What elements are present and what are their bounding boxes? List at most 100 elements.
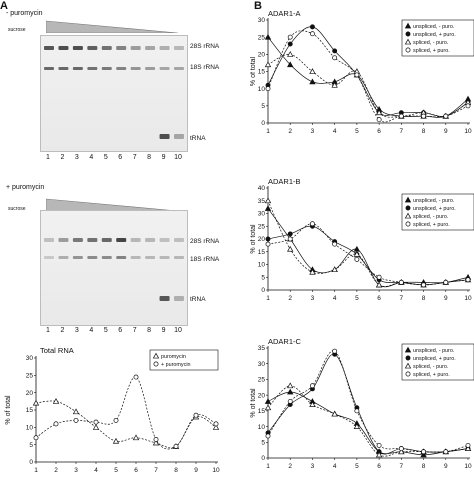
chart3-legend: unspliced, - puro. unspliced, + puro. spli… xyxy=(401,343,474,381)
chart2-ylabel: % of total xyxy=(250,224,257,254)
chart0-series-1-point-10 xyxy=(213,421,219,427)
gel2-svg-band-rRNA28-lane-2 xyxy=(58,238,69,242)
gel2-lanes-lane-1: 1 xyxy=(46,327,50,334)
chart2-series-2-point-6 xyxy=(375,281,383,288)
gel1-gradient-wedge xyxy=(46,20,178,33)
chart2-series-3-point-2 xyxy=(287,236,293,242)
chart3-series-2-point-4 xyxy=(331,410,338,417)
gel1-bands xyxy=(44,46,184,139)
chart1-series-3-point-9 xyxy=(443,113,449,119)
gel2-lanes-lane-5: 5 xyxy=(103,327,108,334)
gel1-condition: - puromycin xyxy=(6,10,43,17)
gel2-svg-band-rRNA18-lane-3 xyxy=(72,256,83,259)
gel1-label-18s: 18S rRNA xyxy=(190,64,220,71)
chart-adar1-a: ADAR1-A 0 5 10 15 20 25 30 % of total 1 2 3 4 5 6 7 8 9 10… xyxy=(250,9,474,135)
chart3-xtick-label-8: 8 xyxy=(422,463,426,470)
chart2-legend-label-1: unspliced, + puro. xyxy=(413,206,456,212)
chart1-series-1-point-2 xyxy=(287,41,293,47)
chart2-xtick-label-8: 8 xyxy=(422,295,426,302)
gel1-svg-band-rRNA28-lane-2 xyxy=(58,46,69,50)
chart3-legend-label-2: spliced, - puro. xyxy=(413,364,448,370)
chart0-xtick-label-1: 1 xyxy=(34,467,38,474)
panel-a-label: A xyxy=(0,0,8,12)
chart1-xtick-label-5: 5 xyxy=(355,128,359,135)
chart1-legend-label-2: spliced, - puro. xyxy=(413,40,448,46)
gel2-lanes-lane-9: 9 xyxy=(161,327,166,334)
chart0-legend-label-1: + puromycin xyxy=(161,362,191,368)
gel1-lanes-lane-5: 5 xyxy=(103,154,108,161)
chart3-series-3-point-2 xyxy=(287,398,293,404)
chart3-ytick-label-35: 35 xyxy=(258,345,266,352)
chart2-xtick-label-2: 2 xyxy=(288,295,292,302)
chart3-legend-marker-0 xyxy=(404,346,412,353)
gel1-svg-band-tRNA-lane-10 xyxy=(174,134,184,139)
chart2-series-3-point-5 xyxy=(354,256,360,262)
chart2-legend-label-3: spliced, + puro. xyxy=(413,222,450,228)
chart1-series-3-point-8 xyxy=(421,113,427,119)
chart2-xtick-label-3: 3 xyxy=(311,295,315,302)
chart3-xtick-label-3: 3 xyxy=(311,463,315,470)
gel1-lanes-lane-9: 9 xyxy=(161,154,166,161)
gel1-lanes-lane-8: 8 xyxy=(147,154,152,161)
gel2-svg-band-rRNA18-lane-8 xyxy=(145,256,156,259)
chart3-ytick-label-15: 15 xyxy=(258,408,266,415)
chart3-series-3 xyxy=(265,348,471,455)
gel1-lanes-lane-6: 6 xyxy=(118,154,123,161)
chart3-series-3-point-9 xyxy=(443,449,449,455)
gel1-svg-band-rRNA28-lane-1 xyxy=(44,46,54,50)
chart0-ytick-label-20: 20 xyxy=(26,390,34,397)
chart2-ytick-label-5: 5 xyxy=(261,274,265,281)
chart2-series-2-point-3 xyxy=(309,268,316,275)
chart2-xtick-label-1: 1 xyxy=(266,295,270,302)
gel1-lane-numbers: 1 2 3 4 5 6 7 8 9 10 xyxy=(40,154,186,164)
chart0-series-1-line xyxy=(35,376,217,450)
gel2-lanes-lane-3: 3 xyxy=(74,327,79,334)
chart2-ytick-label-25: 25 xyxy=(258,223,266,230)
chart3-series-0-point-8 xyxy=(420,451,427,458)
gel2-svg-band-rRNA18-lane-10 xyxy=(174,256,184,259)
chart1-series-1-point-4 xyxy=(332,48,338,54)
chart2-xtick-label-4: 4 xyxy=(333,295,337,302)
gel1-image xyxy=(40,35,188,152)
chart2-series-1-point-2 xyxy=(287,231,293,237)
gel2-svg-band-rRNA28-lane-8 xyxy=(145,238,156,242)
chart0-series-0-line xyxy=(35,400,217,449)
chart3-ytick-label-20: 20 xyxy=(258,392,266,399)
chart2-series-3-point-1 xyxy=(265,241,271,247)
chart0-xtick-label-8: 8 xyxy=(174,467,178,474)
chart1-xtick-label-6: 6 xyxy=(377,128,381,135)
chart1-ytick-label-15: 15 xyxy=(258,69,266,76)
gel1-svg-band-rRNA18-lane-1 xyxy=(44,67,54,70)
chart2-xtick-label-5: 5 xyxy=(355,295,359,302)
chart0-xtick-label-9: 9 xyxy=(194,467,198,474)
chart-adar1-c: ADAR1-C 0 5 10 15 20 25 30 35 % of total 1 2 3 4 5 6 7 8 9… xyxy=(250,337,474,470)
chart0-ytick-label-10: 10 xyxy=(26,425,34,432)
chart3-series-3-point-5 xyxy=(354,408,360,414)
chart3-series-3-point-4 xyxy=(332,348,338,354)
chart1-xtick-label-9: 9 xyxy=(444,128,448,135)
chart1-ytick-label-25: 25 xyxy=(258,34,266,41)
chart3-series-3-point-8 xyxy=(421,449,427,455)
chart1-series-3-point-1 xyxy=(265,86,271,92)
chart2-series-3-point-10 xyxy=(465,277,471,283)
gel1-svg-band-rRNA28-lane-8 xyxy=(145,46,156,50)
chart1-legend-label-1: unspliced, + puro. xyxy=(413,32,456,38)
chart0-series-0-point-10 xyxy=(212,424,220,430)
chart0-series-1-point-7 xyxy=(153,437,159,442)
chart-total-rna: Total RNA 0 5 10 15 20 25 30 % of total 1 2 3 4 5 6 7 8 9… xyxy=(5,346,220,474)
gel2-svg-band-rRNA28-lane-4 xyxy=(87,238,98,242)
chart3-xtick-label-10: 10 xyxy=(464,463,472,470)
chart0-xtick-label-2: 2 xyxy=(54,467,58,474)
gel2-label-28s: 28S rRNA xyxy=(190,238,220,245)
chart0-title: Total RNA xyxy=(40,346,74,355)
chart1-series-2-line xyxy=(267,53,469,118)
chart1-series-2-point-1 xyxy=(264,61,272,68)
chart1-series-3-point-10 xyxy=(465,103,471,109)
chart3-series-3-point-7 xyxy=(398,446,404,452)
chart2-series-3-point-7 xyxy=(398,279,404,285)
chart1-series-2-point-4 xyxy=(331,81,338,88)
chart1-title: ADAR1-A xyxy=(268,9,301,18)
gel1-svg-band-rRNA18-lane-10 xyxy=(174,67,184,70)
chart0-xtick-label-10: 10 xyxy=(212,467,220,474)
chart1-legend-marker-1 xyxy=(405,31,411,37)
